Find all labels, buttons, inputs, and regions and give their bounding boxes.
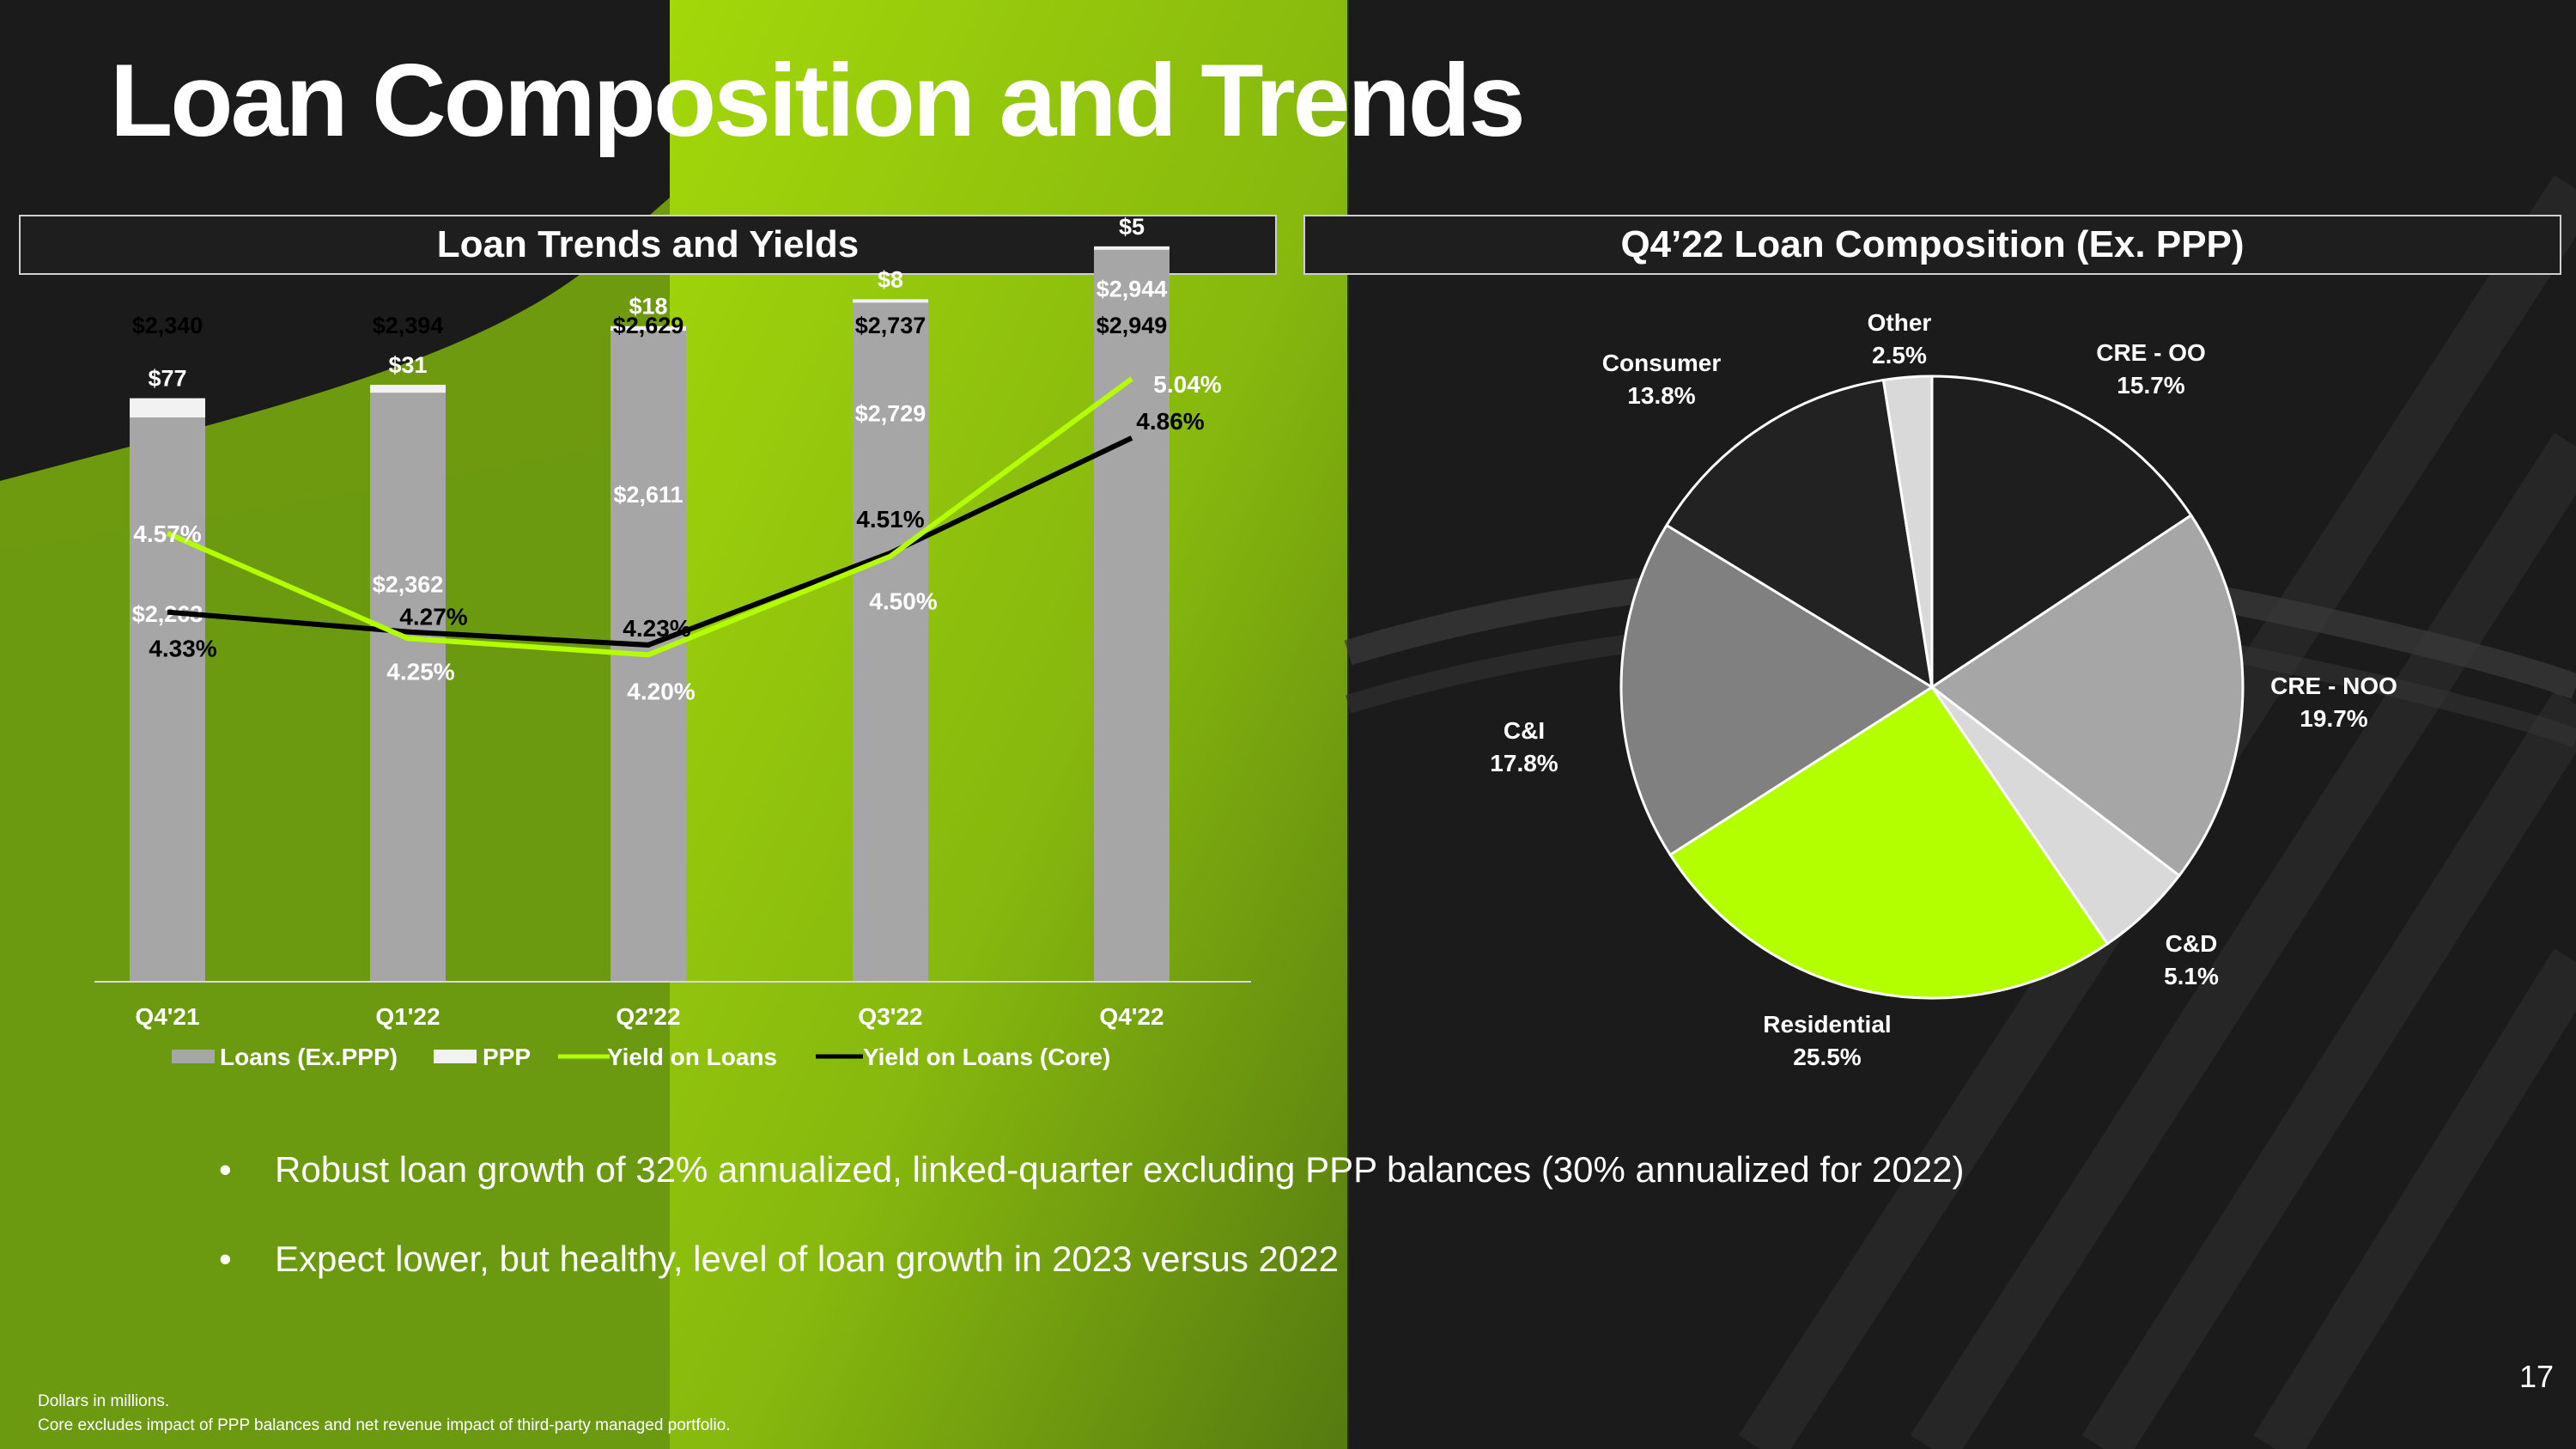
loans-bar <box>370 393 446 982</box>
category-label: Q4'22 <box>1099 1003 1163 1030</box>
loan-composition-header: Q4’22 Loan Composition (Ex. PPP) <box>1303 215 2561 275</box>
ppp-bar <box>130 398 205 417</box>
core-yield-line <box>167 435 1133 648</box>
bullet-marker: • <box>219 1239 232 1279</box>
pie-slice <box>1668 685 2110 1000</box>
loans-label: $2,944 <box>1097 276 1168 301</box>
slice-label: C&I <box>1504 717 1545 744</box>
bullet-list: • Robust loan growth of 32% annualized, … <box>219 1149 1964 1328</box>
total-label: $2,340 <box>132 313 204 338</box>
slice-pct: 17.8% <box>1490 750 1558 776</box>
ppp-label: $18 <box>629 294 667 320</box>
slice-label: Residential <box>1763 1011 1891 1038</box>
category-label: Q4'21 <box>135 1003 199 1030</box>
category-label: Q3'22 <box>858 1003 922 1030</box>
ppp-bar <box>611 326 686 331</box>
ppp-label: $5 <box>1119 214 1145 240</box>
legend-yield-label: Yield on Loans <box>607 1044 777 1070</box>
total-label: $2,629 <box>613 313 684 338</box>
pie-slice <box>1929 513 2245 878</box>
total-label: $2,949 <box>1097 313 1168 338</box>
slice-pct: 13.8% <box>1627 382 1695 409</box>
legend-core-label: Yield on Loans (Core) <box>863 1044 1110 1070</box>
core-yield-label: 4.27% <box>399 604 467 630</box>
pie-slice <box>1664 378 1934 690</box>
yield-label: 5.04% <box>1153 371 1221 398</box>
yield-label: 4.57% <box>133 521 201 547</box>
slice-pct: 5.1% <box>2164 963 2219 989</box>
legend-ppp-label: PPP <box>483 1044 531 1070</box>
slice-label: CRE - NOO <box>2270 673 2397 699</box>
core-yield-label: 4.33% <box>149 636 216 662</box>
total-label: $2,737 <box>855 313 927 338</box>
ppp-label: $8 <box>878 266 903 292</box>
loans-label: $2,362 <box>373 571 444 597</box>
bullet-item: • Expect lower, but healthy, level of lo… <box>219 1239 1964 1280</box>
slide-title: Loan Composition and Trends <box>110 43 1526 158</box>
core-yield-label: 4.51% <box>856 506 924 533</box>
pie-slice <box>1881 374 1934 688</box>
page-number: 17 <box>2518 1359 2554 1394</box>
ppp-bar <box>853 299 928 303</box>
core-yield-label: 4.23% <box>623 615 690 642</box>
slice-label: CRE - OO <box>2096 339 2206 366</box>
slice-label: Consumer <box>1602 350 1722 376</box>
slice-pct: 19.7% <box>2300 705 2367 732</box>
bullet-text: Expect lower, but healthy, level of loan… <box>275 1239 1339 1279</box>
bullet-text: Robust loan growth of 32% annualized, li… <box>275 1149 1965 1190</box>
bullet-marker: • <box>219 1149 232 1190</box>
yield-label: 4.20% <box>627 678 695 704</box>
yield-label: 4.50% <box>869 588 937 615</box>
ppp-label: $31 <box>388 352 427 378</box>
footnote-dollars: Dollars in millions. <box>38 1392 170 1410</box>
yield-label: 4.25% <box>386 658 454 685</box>
category-label: Q1'22 <box>375 1003 440 1030</box>
legend-loans-swatch <box>172 1050 215 1063</box>
loans-label: $2,611 <box>613 482 683 508</box>
loans-label: $2,729 <box>855 401 927 427</box>
footnote-core: Core excludes impact of PPP balances and… <box>38 1416 731 1434</box>
yield-line <box>166 376 1133 658</box>
legend-loans-label: Loans (Ex.PPP) <box>220 1044 398 1070</box>
slice-label: Other <box>1868 309 1932 336</box>
ppp-label: $77 <box>148 366 186 392</box>
ppp-bar <box>1094 246 1170 250</box>
pie-slice <box>1619 523 1935 857</box>
ppp-bar <box>370 384 446 393</box>
bullet-item: • Robust loan growth of 32% annualized, … <box>219 1149 1964 1190</box>
slice-pct: 25.5% <box>1793 1044 1861 1070</box>
pie-slice <box>1930 374 2193 690</box>
total-label: $2,394 <box>373 313 444 338</box>
core-yield-label: 4.86% <box>1136 408 1204 435</box>
slice-pct: 2.5% <box>1872 342 1927 368</box>
footnotes: Dollars in millions. Core excludes impac… <box>38 1390 731 1438</box>
loan-trends-header: Loan Trends and Yields <box>19 215 1277 275</box>
slice-pct: 15.7% <box>2117 372 2184 399</box>
category-label: Q2'22 <box>616 1003 680 1030</box>
slice-label: C&D <box>2166 930 2218 957</box>
legend-ppp-swatch <box>434 1050 477 1063</box>
loans-bar <box>130 417 205 982</box>
loans-bar <box>1094 247 1170 983</box>
loans-bar <box>853 301 928 982</box>
